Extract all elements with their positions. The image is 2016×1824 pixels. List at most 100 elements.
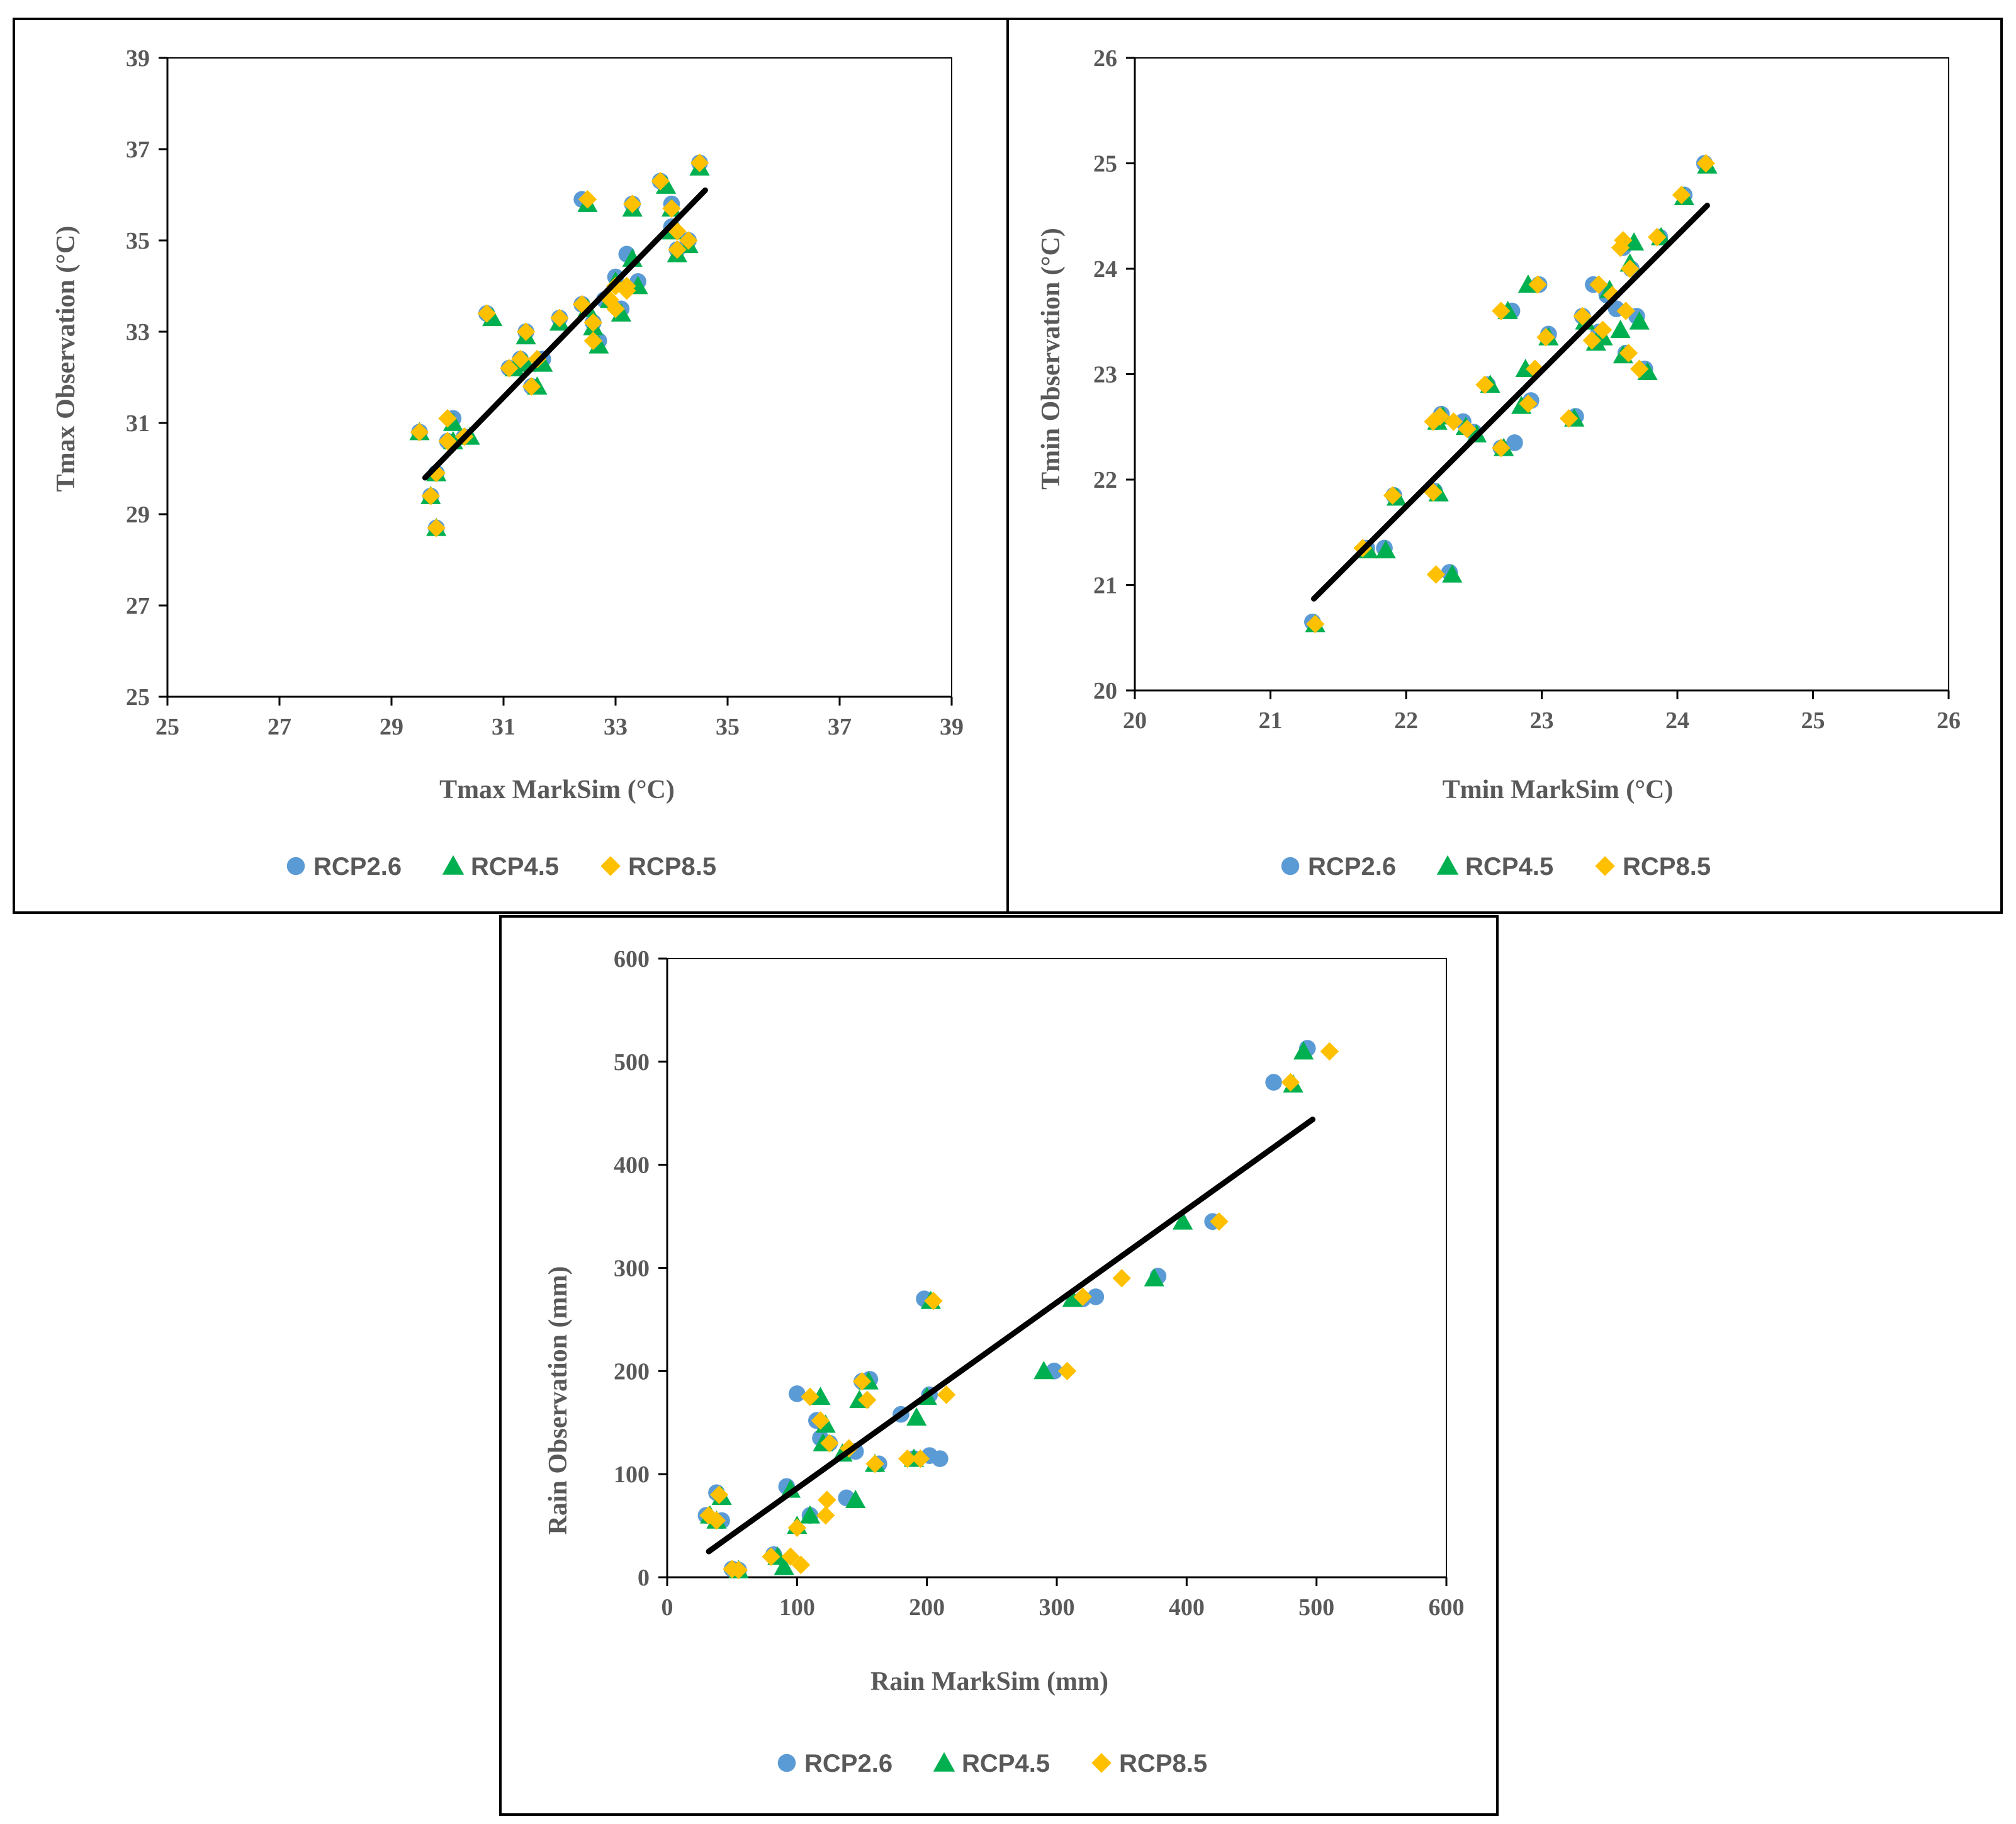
rain-point-rcp45 [799, 1505, 821, 1524]
rain-y-tick-label: 500 [614, 1049, 650, 1076]
tmax-point-rcp85 [690, 154, 709, 172]
tmin-point-rcp85 [1305, 614, 1325, 634]
rain-legend: RCP2.6 RCP4.5 RCP8.5 [777, 1750, 1207, 1777]
tmin-legend-marker-rcp85 [1595, 856, 1615, 876]
rain-x-tick-label: 400 [1169, 1594, 1205, 1621]
tmax-legend-label-rcp85: RCP8.5 [628, 853, 716, 881]
panel-tmax: 25 27 29 31 33 35 37 39 25 27 29 31 33 35 37 39 Tmax Ma… [13, 18, 1009, 914]
tmin-point-rcp85 [1383, 486, 1402, 505]
tmin-x-tick-label: 21 [1259, 707, 1283, 734]
rain-point-rcp85 [762, 1547, 780, 1566]
rain-y-tick-label: 300 [614, 1256, 650, 1282]
tmax-point-rcp85 [438, 409, 457, 428]
tmax-x-tick-label: 27 [267, 714, 291, 740]
tmin-point-rcp85 [1619, 344, 1638, 363]
panel-tmax-border [13, 18, 1009, 914]
tmin-point-rcp45 [1375, 540, 1396, 559]
rain-point-rcp85 [801, 1387, 819, 1406]
tmax-point-rcp85 [427, 519, 446, 538]
tmax-point-rcp85 [550, 308, 569, 327]
rain-point-rcp85 [937, 1385, 956, 1404]
rain-point-rcp85 [924, 1292, 943, 1310]
tmin-point-rcp85 [1696, 154, 1715, 173]
rain-legend-marker-rcp85 [1091, 1753, 1112, 1773]
tmin-point-rcp85 [1582, 331, 1601, 350]
rain-point-rcp45 [774, 1557, 794, 1575]
tmin-point-rcp85 [1593, 320, 1613, 339]
rain-legend-label-rcp45: RCP4.5 [962, 1750, 1050, 1777]
tmax-point-rcp85 [516, 322, 536, 341]
rain-point-rcp85 [787, 1518, 807, 1538]
rain-point-rcp85 [865, 1455, 884, 1473]
tmin-legend: RCP2.6 RCP4.5 RCP8.5 [1281, 853, 1711, 881]
tmin-point-rcp85 [1492, 301, 1511, 320]
rain-legend-marker-rcp45 [933, 1752, 955, 1772]
tmin-point-rcp45 [1629, 311, 1650, 330]
tmin-x-tick-label: 26 [1937, 707, 1961, 734]
tmax-y-tick-label: 29 [126, 502, 150, 528]
rain-x-tick-label: 500 [1298, 1594, 1334, 1621]
rain-x-axis-title: Rain MarkSim (mm) [870, 1667, 1108, 1696]
tmin-point-rcp85 [1630, 359, 1649, 378]
tmax-point-rcp85 [668, 222, 687, 241]
tmin-point-rcp85 [1573, 307, 1592, 326]
tmax-legend-label-rcp45: RCP4.5 [471, 853, 559, 881]
tmax-point-rcp85 [410, 422, 429, 442]
tmax-y-tick-label: 33 [126, 319, 150, 346]
tmax-x-tick-label: 33 [604, 714, 628, 740]
tmin-point-rcp85 [1589, 275, 1608, 294]
tmax-point-rcp85 [578, 190, 597, 209]
tmin-point-rcp85 [1458, 419, 1477, 439]
tmax-x-tick-label: 35 [716, 714, 740, 740]
rain-point-rcp85 [1057, 1361, 1077, 1381]
tmax-legend-marker-rcp26 [286, 857, 305, 875]
tmax-x-tick-label: 39 [940, 714, 964, 740]
tmin-legend-marker-rcp26 [1281, 857, 1300, 875]
tmin-legend-label-rcp45: RCP4.5 [1465, 853, 1553, 881]
tmin-y-tick-label: 26 [1093, 45, 1117, 72]
tmax-point-rcp85 [668, 240, 687, 259]
tmin-trendline [1310, 203, 1710, 602]
tmin-legend-label-rcp26: RCP2.6 [1308, 853, 1396, 881]
rain-y-tick-label: 400 [614, 1152, 650, 1179]
tmin-point-rcp45 [1637, 362, 1658, 381]
rain-point-rcp85 [781, 1547, 800, 1566]
tmin-point-rcp26 [1506, 434, 1523, 451]
tmax-point-rcp85 [623, 194, 642, 213]
tmax-y-axis-title: Tmax Observation (°C) [52, 226, 81, 492]
rain-legend-label-rcp26: RCP2.6 [804, 1750, 893, 1777]
tmax-y-tick-label: 35 [126, 228, 150, 254]
tmin-y-axis-title: Tmin Observation (°C) [1037, 228, 1066, 490]
panel-tmin: 20 21 22 23 24 25 26 20 21 22 23 24 25 26 Tmin MarkSi… [1006, 18, 2003, 914]
tmin-point-rcp45 [1610, 320, 1631, 339]
tmin-point-rcp85 [1528, 275, 1547, 294]
tmin-point-rcp85 [1431, 407, 1450, 426]
rain-point-rcp45 [1173, 1211, 1193, 1230]
tmax-point-rcp85 [606, 300, 625, 318]
rain-point-rcp45 [1144, 1268, 1164, 1286]
rain-point-rcp45 [1033, 1361, 1054, 1380]
tmax-point-rcp85 [651, 172, 670, 191]
tmax-point-rcp85 [662, 199, 681, 218]
tmin-x-tick-label: 25 [1801, 707, 1825, 734]
rain-point-rcp45 [845, 1490, 866, 1509]
rain-plot-area: 0 100 200 300 400 500 600 0 100 200 300 400 500 600 [614, 946, 1465, 1621]
tmax-y-tick-label: 37 [126, 137, 150, 163]
rain-legend-marker-rcp26 [777, 1754, 796, 1772]
tmin-legend-label-rcp85: RCP8.5 [1623, 853, 1711, 881]
rain-y-tick-label: 0 [638, 1565, 650, 1591]
tmax-point-rcp85 [477, 304, 496, 323]
tmin-x-tick-label: 22 [1394, 707, 1418, 734]
tmax-x-tick-label: 37 [828, 714, 852, 740]
rain-point-rcp26 [1087, 1288, 1105, 1305]
rain-x-tick-label: 100 [779, 1594, 815, 1621]
tmax-legend-marker-rcp85 [600, 856, 621, 876]
rain-x-tick-label: 300 [1039, 1594, 1075, 1621]
rain-x-tick-label: 600 [1429, 1594, 1465, 1621]
rain-point-rcp85 [729, 1560, 748, 1580]
tmin-y-tick-label: 21 [1093, 573, 1117, 599]
rain-point-rcp45 [1293, 1041, 1314, 1060]
rain-trendline [706, 1117, 1315, 1555]
tmax-y-tick-label: 27 [126, 593, 150, 619]
